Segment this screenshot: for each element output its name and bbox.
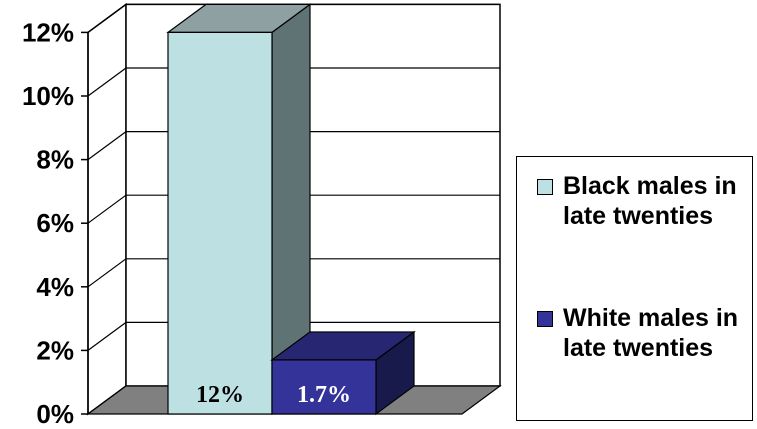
y-tick-label: 0% <box>36 399 74 429</box>
legend-swatch-black-males <box>537 179 553 195</box>
bar-2 <box>270 330 416 416</box>
y-tick-label: 4% <box>36 272 74 302</box>
gridlines <box>87 3 500 351</box>
y-tick-label: 2% <box>36 335 74 365</box>
bar-1 <box>166 3 312 416</box>
legend-swatch-white-males <box>537 311 553 327</box>
gridline <box>87 67 500 97</box>
legend: Black males in late twenties White males… <box>516 156 753 421</box>
legend-label-white-males: White males in late twenties <box>563 304 739 362</box>
gridline <box>87 3 500 33</box>
data-label: 1.7% <box>297 382 351 408</box>
y-tick-label: 8% <box>36 145 74 175</box>
gridline <box>87 258 500 288</box>
bar-front <box>271 359 377 415</box>
bar-front <box>167 31 273 415</box>
y-tick-label: 6% <box>36 208 74 238</box>
data-label: 12% <box>196 382 244 408</box>
legend-label-black-males: Black males in late twenties <box>563 172 737 230</box>
bars <box>166 3 416 416</box>
gridline <box>87 321 500 351</box>
data-labels: 12% 1.7% <box>196 382 351 408</box>
y-axis-ticks: 0% 2% 4% 6% 8% 10% 12% <box>22 17 89 429</box>
y-tick-label: 12% <box>22 17 74 47</box>
y-tick-label: 10% <box>22 81 74 111</box>
gridline <box>87 131 500 161</box>
gridline <box>87 194 500 224</box>
